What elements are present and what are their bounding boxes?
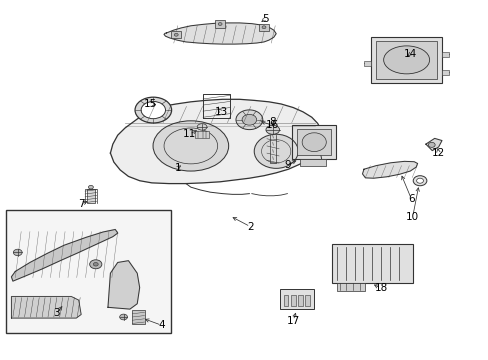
Ellipse shape: [416, 178, 423, 183]
Ellipse shape: [120, 314, 127, 320]
Bar: [363, 60, 370, 66]
Bar: [441, 69, 448, 75]
Ellipse shape: [89, 260, 102, 269]
Ellipse shape: [427, 142, 434, 147]
Bar: [370, 37, 441, 83]
Ellipse shape: [153, 121, 228, 171]
Ellipse shape: [236, 110, 262, 130]
Text: 14: 14: [403, 49, 416, 59]
Bar: [331, 244, 412, 283]
Ellipse shape: [242, 114, 256, 125]
Text: 6: 6: [407, 194, 414, 204]
Text: 9: 9: [284, 160, 290, 170]
Ellipse shape: [88, 185, 93, 189]
Bar: [299, 159, 326, 166]
Text: 2: 2: [246, 222, 253, 231]
Bar: [279, 289, 313, 309]
Ellipse shape: [93, 262, 98, 266]
Polygon shape: [362, 161, 417, 178]
Ellipse shape: [141, 102, 165, 119]
Ellipse shape: [174, 33, 178, 36]
Text: 8: 8: [269, 117, 276, 127]
Bar: [375, 41, 436, 79]
Bar: [297, 130, 330, 155]
Text: 11: 11: [183, 129, 196, 139]
Ellipse shape: [262, 26, 265, 29]
Text: 5: 5: [262, 14, 268, 24]
Bar: [132, 310, 144, 324]
Ellipse shape: [302, 133, 325, 152]
Ellipse shape: [197, 124, 206, 130]
Polygon shape: [425, 138, 441, 150]
Text: 1: 1: [174, 163, 181, 173]
Bar: [298, 296, 303, 306]
Bar: [336, 283, 365, 291]
Text: 7: 7: [78, 199, 84, 210]
Ellipse shape: [218, 23, 222, 26]
Ellipse shape: [135, 97, 171, 123]
Ellipse shape: [265, 125, 279, 134]
Bar: [441, 51, 448, 57]
Ellipse shape: [383, 46, 429, 74]
Text: 16: 16: [265, 121, 279, 130]
Bar: [292, 125, 335, 159]
Text: 10: 10: [406, 212, 418, 221]
Polygon shape: [11, 297, 81, 318]
Ellipse shape: [13, 249, 22, 256]
Bar: [290, 296, 295, 306]
Text: 13: 13: [214, 107, 227, 117]
Text: 3: 3: [53, 309, 60, 318]
Bar: [215, 21, 224, 28]
Text: 18: 18: [374, 283, 387, 293]
Bar: [259, 24, 268, 31]
Polygon shape: [11, 229, 118, 281]
Polygon shape: [110, 99, 322, 184]
Polygon shape: [163, 23, 276, 44]
Polygon shape: [108, 261, 140, 309]
Bar: [194, 131, 209, 138]
Ellipse shape: [254, 134, 298, 168]
Bar: [283, 296, 288, 306]
Bar: [171, 31, 181, 39]
Bar: [87, 189, 95, 203]
Text: 12: 12: [431, 148, 444, 158]
Text: 15: 15: [144, 99, 157, 109]
Bar: [305, 296, 310, 306]
Ellipse shape: [412, 176, 426, 186]
Bar: [5, 210, 171, 333]
Text: 4: 4: [158, 320, 164, 330]
Text: 17: 17: [286, 316, 299, 325]
